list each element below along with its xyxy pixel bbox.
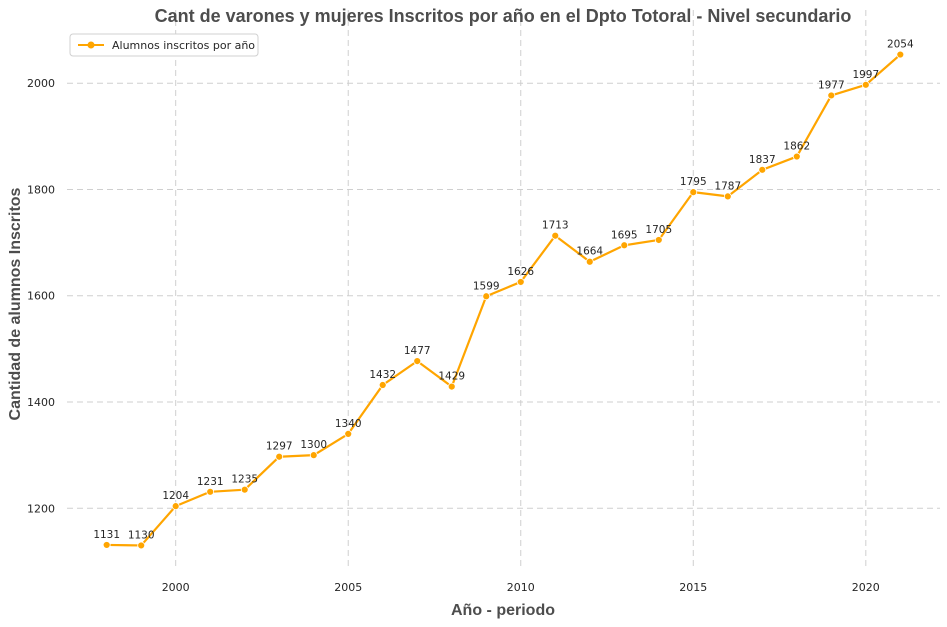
data-label: 1300 bbox=[300, 439, 327, 451]
data-point bbox=[896, 50, 905, 59]
series-layer bbox=[102, 50, 905, 550]
data-label: 1862 bbox=[783, 141, 810, 153]
data-label: 1477 bbox=[404, 345, 431, 357]
data-point bbox=[792, 152, 801, 161]
data-label: 1664 bbox=[576, 246, 603, 258]
data-point bbox=[240, 485, 249, 494]
data-point bbox=[516, 278, 525, 286]
data-point bbox=[585, 257, 594, 266]
data-point bbox=[861, 80, 870, 89]
data-label: 1977 bbox=[818, 79, 845, 91]
series-line bbox=[106, 53, 902, 547]
y-axis-label: Cantidad de alumnos Inscritos bbox=[7, 187, 24, 420]
data-label: 1997 bbox=[852, 69, 879, 81]
legend: Alumnos inscritos por año bbox=[69, 33, 259, 57]
data-label: 1787 bbox=[714, 180, 741, 192]
legend-entry: Alumnos inscritos por año bbox=[112, 39, 255, 52]
data-point bbox=[827, 91, 836, 100]
legend-box bbox=[69, 33, 259, 57]
data-point bbox=[309, 451, 318, 460]
data-label: 1340 bbox=[335, 418, 362, 430]
data-point bbox=[137, 541, 146, 550]
y-tick-label: 1800 bbox=[27, 183, 55, 196]
data-label: 1231 bbox=[197, 476, 224, 488]
data-label: 2054 bbox=[887, 39, 914, 51]
data-label: 1429 bbox=[438, 371, 465, 383]
y-tick-label: 1600 bbox=[27, 290, 55, 303]
data-point bbox=[689, 188, 698, 197]
data-label: 1626 bbox=[507, 266, 534, 278]
data-label: 1713 bbox=[542, 220, 569, 232]
data-label: 1705 bbox=[645, 224, 672, 236]
x-tick-label: 2015 bbox=[679, 581, 707, 594]
x-tick-label: 2010 bbox=[507, 581, 535, 594]
chart-title: Cant de varones y mujeres Inscritos por … bbox=[155, 6, 852, 26]
x-tick-label: 2000 bbox=[162, 581, 190, 594]
data-label: 1131 bbox=[93, 529, 120, 541]
data-point bbox=[620, 241, 629, 250]
x-tick-label: 2005 bbox=[334, 581, 362, 594]
data-point bbox=[378, 381, 387, 389]
data-point bbox=[206, 487, 215, 496]
data-label: 1130 bbox=[128, 529, 155, 541]
data-point bbox=[723, 192, 732, 201]
data-label: 1204 bbox=[162, 490, 189, 502]
data-point bbox=[344, 429, 353, 438]
data-label: 1599 bbox=[473, 280, 500, 292]
x-axis-label: Año - periodo bbox=[451, 602, 555, 619]
data-labels: 1131 1130 1204 1231 1235 1297 1300 1340 1432 1477… bbox=[93, 39, 914, 542]
data-label: 1695 bbox=[611, 229, 638, 241]
data-point bbox=[102, 541, 111, 549]
data-label: 1837 bbox=[749, 154, 776, 166]
data-label: 1795 bbox=[680, 176, 707, 188]
legend-marker-icon bbox=[87, 41, 95, 49]
data-label: 1297 bbox=[266, 441, 293, 453]
data-point bbox=[551, 231, 560, 240]
data-point bbox=[654, 236, 663, 244]
x-tick-label: 2020 bbox=[852, 581, 880, 594]
data-point bbox=[275, 452, 284, 461]
data-point bbox=[482, 292, 491, 301]
y-tick-label: 1200 bbox=[27, 502, 55, 515]
data-label: 1432 bbox=[369, 369, 396, 381]
y-tick-label: 1400 bbox=[27, 396, 55, 409]
data-point bbox=[171, 502, 180, 511]
data-point bbox=[413, 357, 422, 365]
data-label: 1235 bbox=[231, 474, 258, 486]
tick-labels: 2000 2005 2010 2015 2020 1200 1400 1600 1800 2000 bbox=[27, 77, 880, 594]
y-tick-label: 2000 bbox=[27, 77, 55, 90]
data-point bbox=[447, 382, 456, 391]
grid-lines bbox=[67, 10, 940, 570]
data-point bbox=[758, 165, 767, 174]
